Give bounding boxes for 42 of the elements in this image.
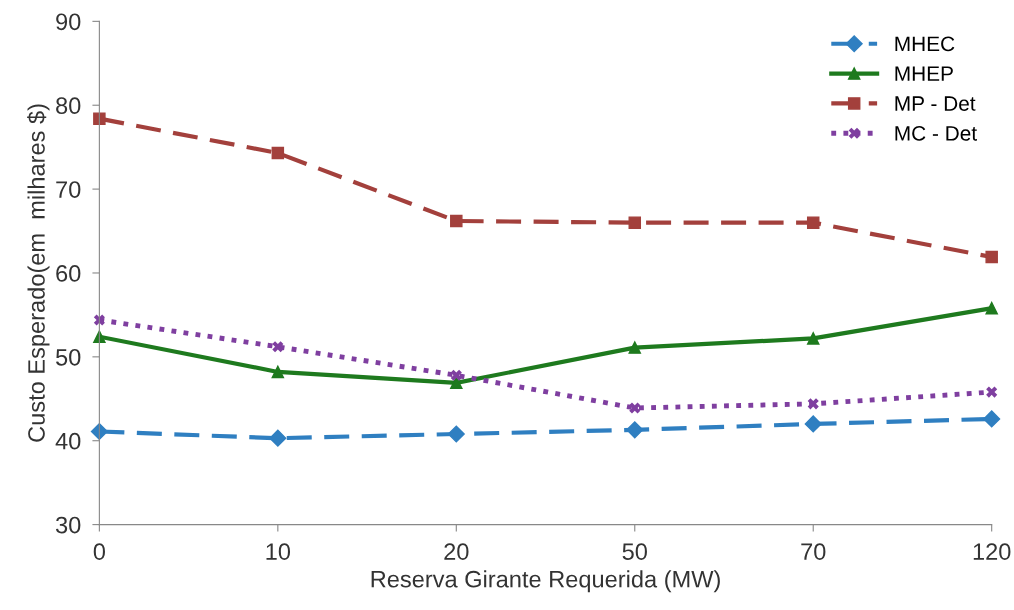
point — [269, 429, 287, 447]
point — [806, 216, 820, 229]
y-tick-label: 30 — [55, 516, 81, 534]
legend-label: MC - Det — [895, 126, 977, 141]
y-tick-label: 50 — [56, 348, 81, 366]
point — [629, 402, 641, 414]
point — [985, 250, 998, 264]
x-tick-label: 70 — [801, 543, 826, 560]
point — [628, 341, 642, 354]
point — [93, 112, 106, 125]
point — [93, 314, 105, 326]
point — [985, 301, 998, 315]
y-tick-label: 60 — [56, 265, 81, 282]
y-tick-label: 80 — [56, 97, 81, 115]
point — [983, 410, 1001, 428]
legend-label: MP - Det — [895, 96, 976, 111]
x-tick-label: 120 — [973, 543, 1011, 560]
x-tick-label: 50 — [622, 543, 647, 560]
point — [450, 369, 462, 381]
point — [986, 386, 998, 398]
legend-label: MHEP — [895, 66, 953, 81]
point — [807, 398, 819, 410]
point — [271, 365, 285, 379]
point — [450, 214, 463, 228]
legend-label: MHEC — [895, 36, 955, 52]
x-axis-title: Reserva Girante Requerida (MW) — [371, 570, 720, 593]
point — [272, 341, 284, 353]
point — [806, 332, 820, 345]
x-tick-label: 10 — [266, 543, 291, 560]
point — [447, 425, 465, 443]
point — [804, 415, 822, 433]
y-tick-label: 70 — [56, 181, 81, 198]
x-tick-label: 20 — [444, 543, 469, 560]
point — [450, 376, 463, 390]
x-tick-label: 0 — [93, 543, 106, 560]
y-axis-title: Custo Esperado(em milhares $) — [27, 104, 50, 442]
point — [628, 216, 642, 229]
y-tick-label: 90 — [56, 13, 81, 31]
point — [626, 421, 644, 439]
point — [93, 330, 106, 343]
y-tick-label: 40 — [55, 432, 81, 450]
point — [271, 146, 285, 160]
